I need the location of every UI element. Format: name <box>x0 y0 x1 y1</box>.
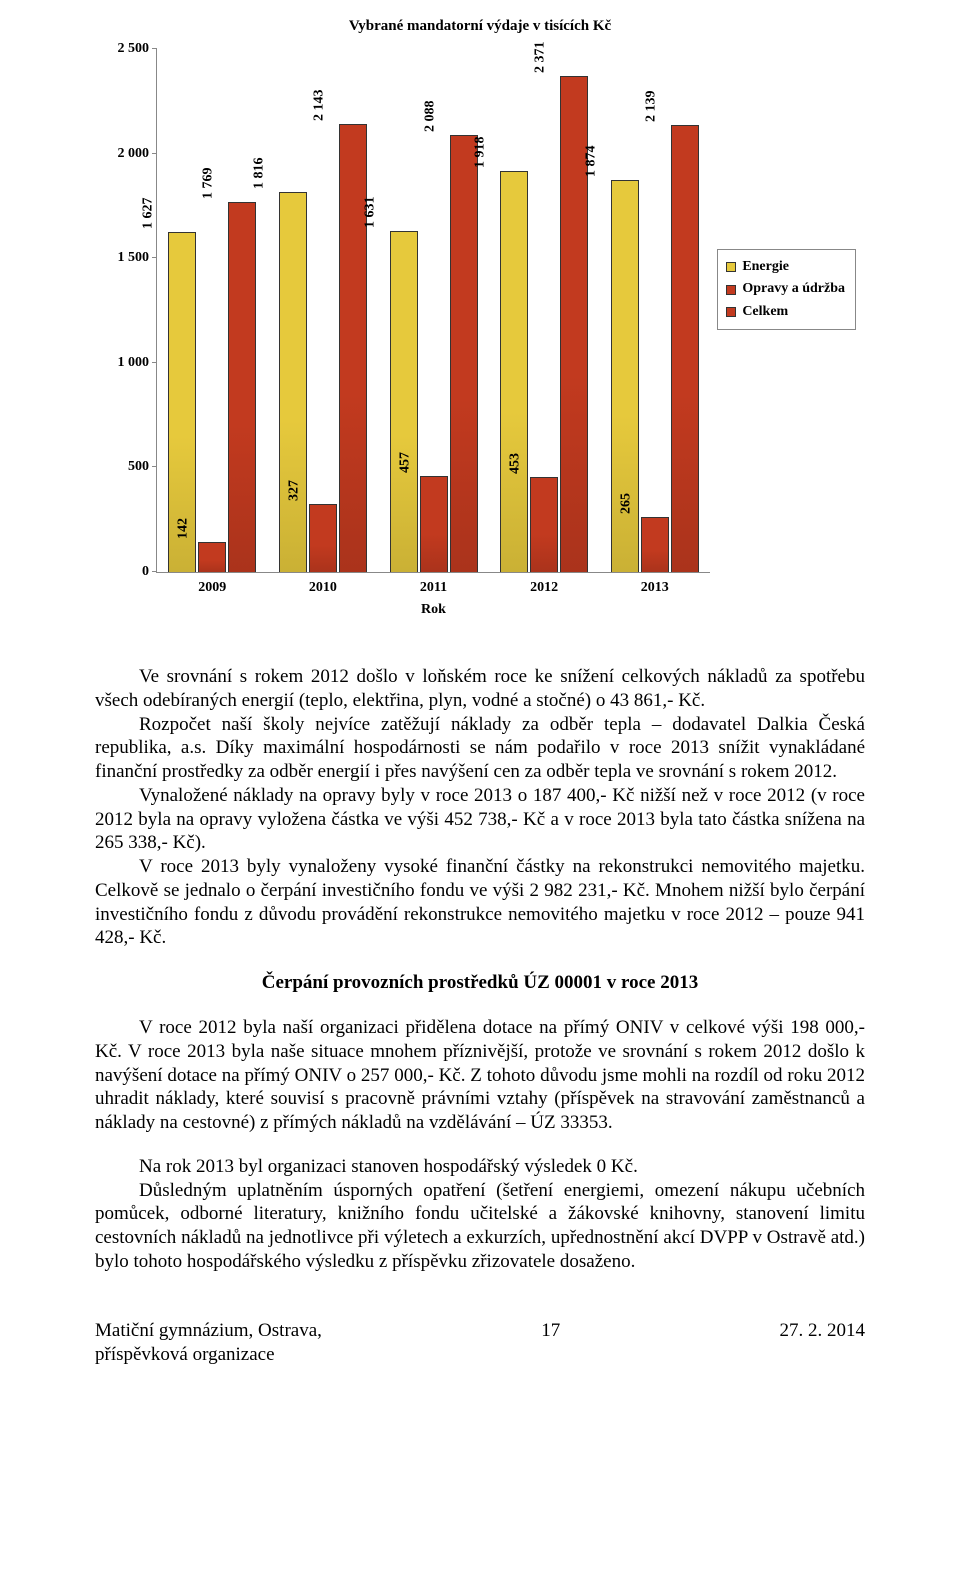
legend-swatch <box>726 285 736 295</box>
legend-label: Opravy a údržba <box>742 278 845 300</box>
section-heading: Čerpání provozních prostředků ÚZ 00001 v… <box>95 972 865 994</box>
bar-data-label: 1 816 <box>251 158 267 194</box>
bar: 2 139 <box>671 125 699 572</box>
bar-group: 1 6314572 088 <box>390 135 478 572</box>
paragraph: Ve srovnání s rokem 2012 došlo v loňském… <box>95 665 865 713</box>
bar-data-label: 1 918 <box>472 136 488 172</box>
footer-date: 27. 2. 2014 <box>780 1320 866 1342</box>
chart-plot-wrap: Energie Opravy a údržba Celkem 0 500 1 000… <box>100 49 860 629</box>
paragraph: Vynaložené náklady na opravy byly v roce… <box>95 784 865 855</box>
paragraph: V roce 2012 byla naší organizaci přiděle… <box>95 1016 865 1135</box>
y-tick-label: 2 000 <box>118 146 150 162</box>
paragraph: Rozpočet naší školy nejvíce zatěžují nák… <box>95 713 865 784</box>
chart-plot-area: Energie Opravy a údržba Celkem 05001 000… <box>156 49 710 573</box>
footer-left: Matiční gymnázium, Ostrava, <box>95 1320 322 1342</box>
bar-data-label: 2 088 <box>422 101 438 137</box>
bar-data-label: 453 <box>508 453 524 478</box>
chart-title: Vybrané mandatorní výdaje v tisících Kč <box>100 10 860 49</box>
bar-data-label: 2 143 <box>311 89 327 125</box>
expenditure-chart: Vybrané mandatorní výdaje v tisících Kč … <box>100 10 860 629</box>
paragraph: Na rok 2013 byl organizaci stanoven hosp… <box>95 1155 865 1179</box>
bar: 2 088 <box>450 135 478 572</box>
bar: 1 631 <box>390 231 418 572</box>
legend-label: Energie <box>742 256 789 278</box>
bar-data-label: 1 874 <box>583 145 599 181</box>
page-number: 17 <box>322 1320 780 1342</box>
bar: 2 143 <box>339 124 367 572</box>
bar-data-label: 1 769 <box>201 167 217 203</box>
legend-swatch <box>726 307 736 317</box>
legend-item-opravy: Opravy a údržba <box>726 278 845 300</box>
legend-item-celkem: Celkem <box>726 301 845 323</box>
x-tick-label: 2011 <box>420 580 447 596</box>
y-tick-label: 1 000 <box>118 355 150 371</box>
body-text: Ve srovnání s rokem 2012 došlo v loňském… <box>95 665 865 1274</box>
bar: 453 <box>530 477 558 572</box>
bar-group: 1 8742652 139 <box>611 125 699 572</box>
footer-sub: příspěvková organizace <box>95 1344 865 1366</box>
x-tick-label: 2010 <box>309 580 337 596</box>
bar-data-label: 2 139 <box>643 90 659 126</box>
bar: 1 816 <box>279 192 307 572</box>
chart-legend: Energie Opravy a údržba Celkem <box>717 249 856 330</box>
bar: 1 918 <box>500 171 528 572</box>
legend-item-energie: Energie <box>726 256 845 278</box>
x-tick-label: 2009 <box>198 580 226 596</box>
y-tick-label: 2 500 <box>118 41 150 57</box>
bar-data-label: 327 <box>286 480 302 505</box>
bar: 265 <box>641 517 669 572</box>
bar: 457 <box>420 476 448 572</box>
y-tick-label: 500 <box>128 459 149 475</box>
x-axis-title: Rok <box>421 602 446 618</box>
page: Vybrané mandatorní výdaje v tisících Kč … <box>0 0 960 1396</box>
bar: 327 <box>309 504 337 572</box>
bar-data-label: 265 <box>618 493 634 518</box>
page-footer: Matiční gymnázium, Ostrava, 17 27. 2. 20… <box>95 1320 865 1342</box>
bar-data-label: 142 <box>176 518 192 543</box>
bar: 142 <box>198 542 226 572</box>
bar-data-label: 1 631 <box>362 196 378 232</box>
y-tick-label: 0 <box>142 564 149 580</box>
bar-group: 1 6271421 769 <box>168 202 256 572</box>
bar-group: 1 8163272 143 <box>279 124 367 572</box>
bar: 1 769 <box>228 202 256 572</box>
y-tick-label: 1 500 <box>118 250 150 266</box>
bar-data-label: 457 <box>397 452 413 477</box>
bar-data-label: 2 371 <box>532 42 548 78</box>
bar-data-label: 1 627 <box>141 197 157 233</box>
x-tick-label: 2013 <box>641 580 669 596</box>
legend-label: Celkem <box>742 301 788 323</box>
x-tick-label: 2012 <box>530 580 558 596</box>
bar-group: 1 9184532 371 <box>500 76 588 572</box>
paragraph: Důsledným uplatněním úsporných opatření … <box>95 1179 865 1274</box>
legend-swatch <box>726 262 736 272</box>
paragraph: V roce 2013 byly vynaloženy vysoké finan… <box>95 855 865 950</box>
